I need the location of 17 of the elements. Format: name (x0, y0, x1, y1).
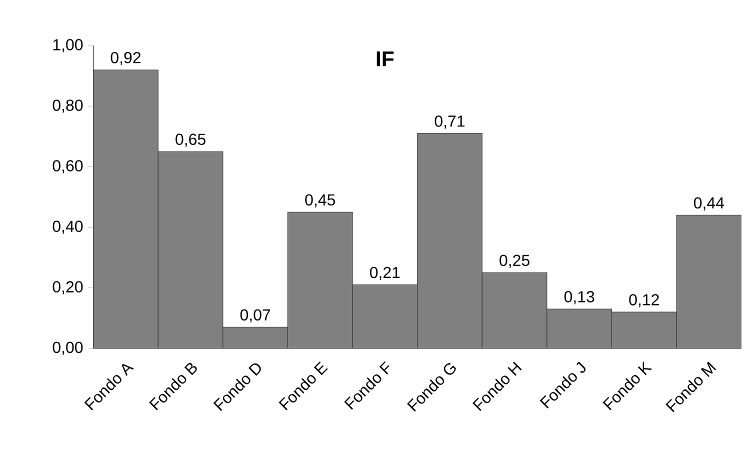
chart-title: IF (376, 51, 394, 66)
data-label: 0,25 (500, 254, 530, 268)
y-tick-label: 0,60 (52, 160, 83, 174)
data-label: 0,71 (434, 116, 465, 129)
data-label: 0,13 (564, 291, 594, 304)
data-label: 0,12 (629, 294, 659, 308)
y-tick-label: 0,80 (52, 100, 83, 113)
data-label: 0,45 (305, 194, 336, 208)
data-label: 0,65 (176, 134, 206, 147)
y-tick-label: 0,40 (52, 220, 83, 234)
y-tick-label: 1,00 (53, 39, 83, 52)
y-tick-label: 0,00 (52, 342, 83, 355)
data-label: 0,92 (110, 52, 140, 66)
data-label: 0,21 (370, 266, 400, 280)
data-label: 0,07 (240, 309, 270, 322)
y-tick-label: 0,20 (52, 281, 83, 294)
data-label: 0,44 (694, 197, 724, 210)
